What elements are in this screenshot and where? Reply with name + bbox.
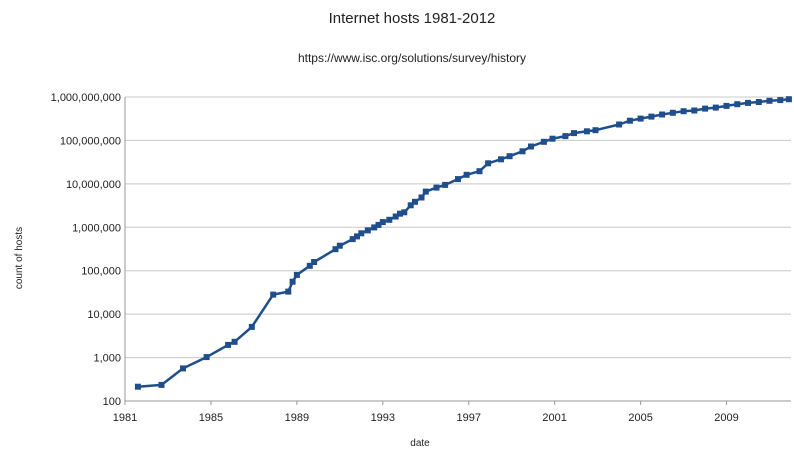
gridlines xyxy=(125,96,791,402)
data-point xyxy=(766,97,773,104)
x-tick-labels: 1981 1985 1989 1993 1997 2001 2005 2009 xyxy=(113,412,739,424)
data-point xyxy=(293,271,300,278)
data-point xyxy=(336,242,343,249)
y-tick-labels: 100 1,000 10,000 100,000 1,000,000 10,000,000… xyxy=(51,92,121,408)
data-point xyxy=(203,354,210,361)
data-point xyxy=(364,227,371,234)
x-tick-label: 2001 xyxy=(542,412,566,424)
data-point xyxy=(680,108,687,115)
data-point xyxy=(180,365,186,372)
axes xyxy=(124,97,791,405)
data-point xyxy=(134,383,141,390)
data-point xyxy=(562,133,569,140)
data-point xyxy=(528,143,534,150)
x-tick-label: 1993 xyxy=(371,412,395,424)
x-tick-label: 2009 xyxy=(714,412,738,424)
data-point xyxy=(571,130,577,137)
data-point xyxy=(332,246,339,253)
x-tick-label: 1997 xyxy=(456,412,480,424)
y-tick-label: 100,000 xyxy=(81,266,121,278)
y-tick-label: 1,000,000 xyxy=(72,222,121,234)
data-point xyxy=(691,107,698,114)
data-point xyxy=(401,209,408,216)
data-point xyxy=(231,338,238,345)
data-point xyxy=(418,194,425,201)
y-tick-label: 100,000,000 xyxy=(60,135,121,147)
data-point xyxy=(311,259,318,265)
data-point xyxy=(616,121,623,128)
data-point xyxy=(379,219,386,226)
data-point xyxy=(583,128,590,135)
data-point xyxy=(289,278,296,285)
data-point xyxy=(592,127,599,134)
data-point xyxy=(785,96,792,103)
data-point xyxy=(354,233,360,240)
data-point xyxy=(397,210,403,217)
data-point xyxy=(442,181,449,188)
data-point xyxy=(158,381,165,388)
data-point xyxy=(485,160,492,167)
data-point xyxy=(392,213,399,220)
data-point xyxy=(371,224,378,231)
data-point xyxy=(375,221,382,228)
data-point xyxy=(659,111,666,118)
chart-subtitle: https://www.isc.org/solutions/survey/his… xyxy=(298,51,526,65)
data-point xyxy=(519,148,526,155)
data-point xyxy=(349,236,356,243)
data-point xyxy=(412,198,418,205)
y-axis-label: count of hosts xyxy=(14,227,25,289)
data-point xyxy=(712,104,719,111)
data-point xyxy=(358,230,365,237)
y-tick-label: 10,000 xyxy=(87,309,121,321)
data-point xyxy=(476,168,483,175)
y-tick-label: 100 xyxy=(103,396,121,408)
data-point xyxy=(734,101,741,108)
y-tick-label: 1,000,000,000 xyxy=(51,92,121,104)
data-point xyxy=(755,99,762,105)
data-point xyxy=(723,102,730,109)
data-point xyxy=(455,176,461,183)
data-point xyxy=(422,188,429,195)
data-point xyxy=(626,117,633,124)
data-point xyxy=(549,135,556,142)
x-axis-label: date xyxy=(410,438,430,449)
data-point xyxy=(669,109,676,116)
data-point xyxy=(285,288,292,295)
y-tick-label: 10,000,000 xyxy=(66,179,121,191)
data-point xyxy=(648,113,655,120)
x-tick-label: 2005 xyxy=(628,412,652,424)
data-point xyxy=(306,262,313,269)
x-tick-label: 1989 xyxy=(285,412,309,424)
data-point xyxy=(248,323,255,330)
data-point xyxy=(777,97,784,104)
data-point xyxy=(270,291,277,298)
data-point xyxy=(225,341,232,348)
x-tick-label: 1985 xyxy=(199,412,223,424)
data-point xyxy=(463,171,470,178)
data-point xyxy=(498,156,504,163)
x-tick-label: 1981 xyxy=(113,412,137,424)
chart-title: Internet hosts 1981-2012 xyxy=(329,10,496,27)
data-point xyxy=(433,184,440,191)
series-group xyxy=(134,96,792,390)
data-point xyxy=(637,115,644,122)
y-tick-label: 1,000 xyxy=(93,353,121,365)
data-point xyxy=(386,216,393,223)
data-point xyxy=(506,153,513,160)
data-point xyxy=(702,105,709,112)
data-point xyxy=(540,138,547,145)
data-point xyxy=(407,202,414,209)
data-point xyxy=(745,99,751,106)
